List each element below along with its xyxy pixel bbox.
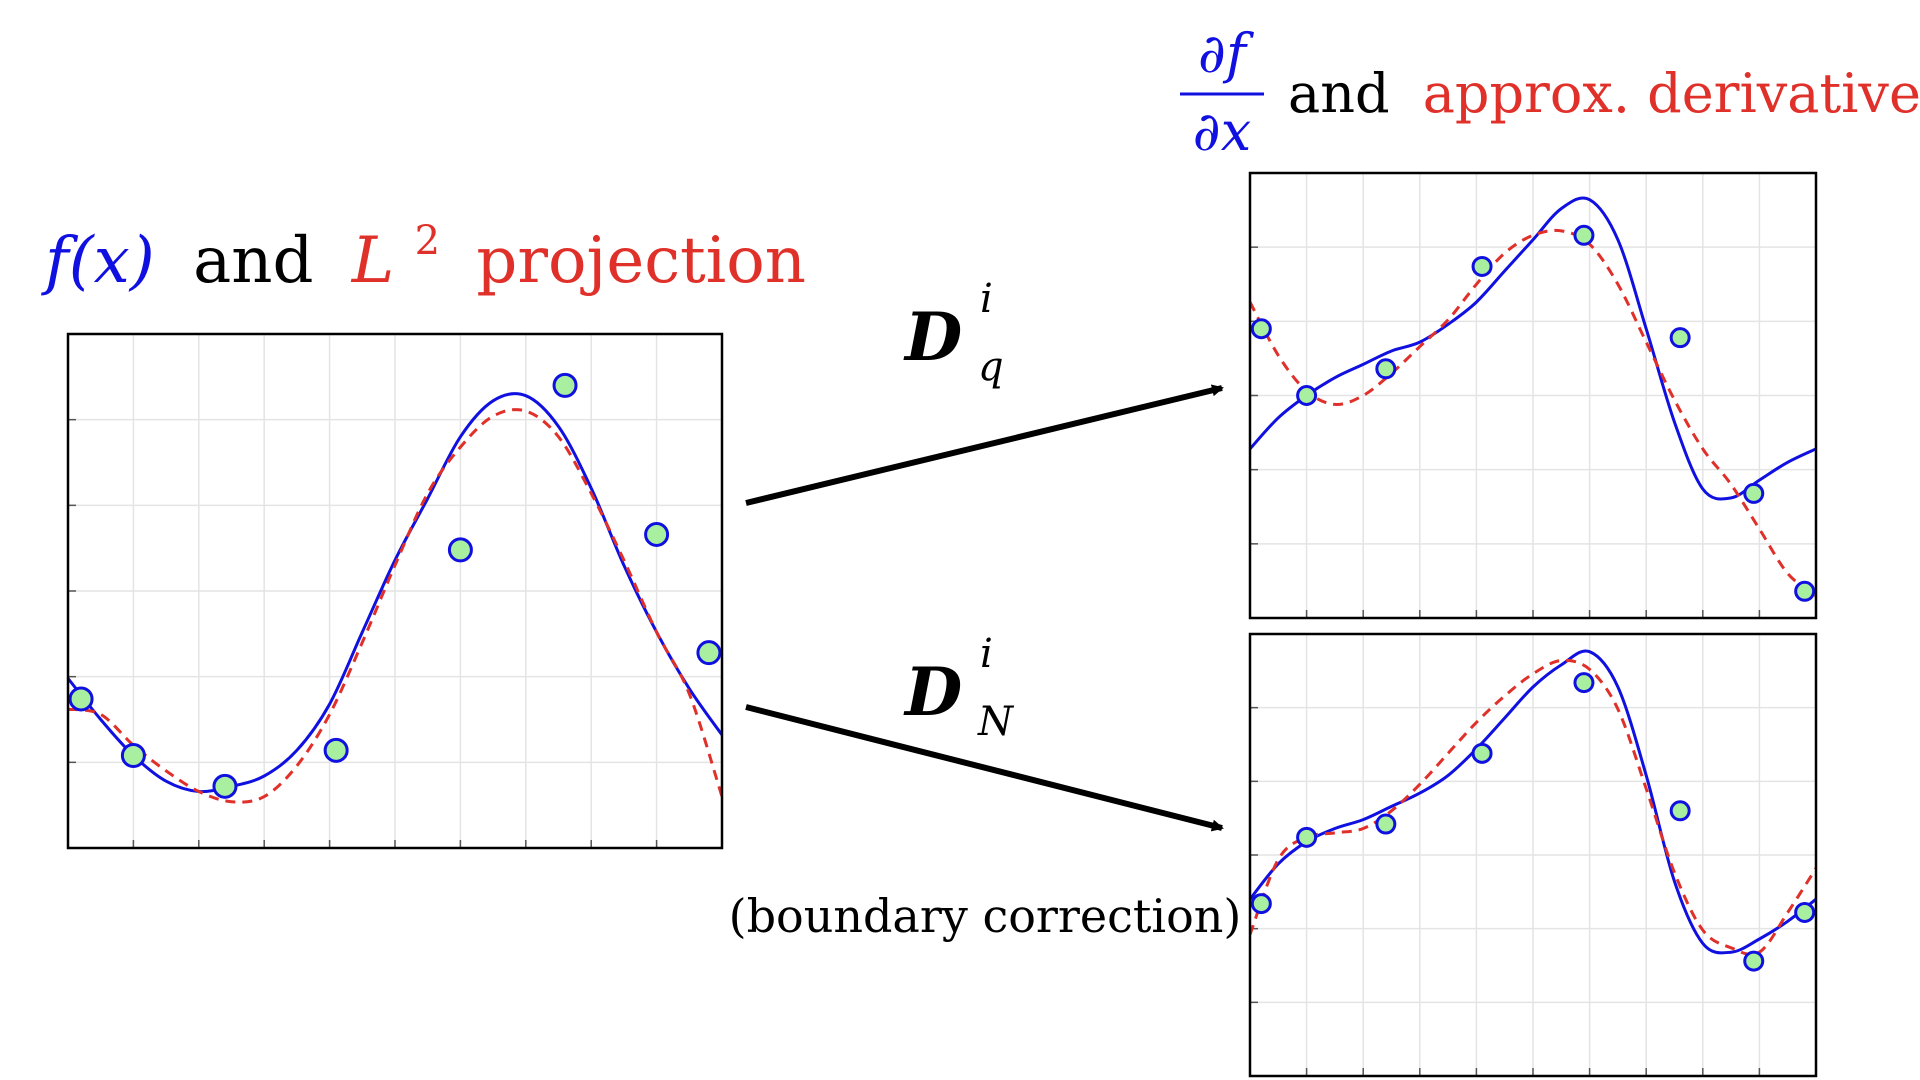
quadrature-node xyxy=(1296,826,1318,848)
operator-top-sub: q xyxy=(978,344,1004,390)
quadrature-node xyxy=(1669,327,1691,349)
quadrature-node xyxy=(1375,358,1397,380)
plot-area xyxy=(68,392,722,804)
left-title: f(x) and L 2 projection xyxy=(41,196,806,298)
quadrature-node xyxy=(1375,813,1397,835)
operator-bottom-base: D xyxy=(903,653,962,731)
exact-curve xyxy=(1250,649,1816,955)
quadrature-node xyxy=(68,686,94,712)
left-title-projection: projection xyxy=(476,224,806,298)
quadrature-node xyxy=(120,742,146,768)
quadrature-node xyxy=(1573,672,1595,694)
plot-area xyxy=(1250,649,1816,957)
quadrature-node xyxy=(1471,255,1493,277)
right-title-numerator: ∂f xyxy=(1198,22,1254,85)
right-title: ∂f ∂x and approx. derivative xyxy=(1180,22,1920,163)
plot-frame xyxy=(1248,171,1818,620)
quadrature-node xyxy=(447,537,473,563)
arrow-to-top-panel xyxy=(745,384,1224,506)
right-title-approx: approx. derivative xyxy=(1423,62,1920,125)
quadrature-node xyxy=(1296,385,1318,406)
quadrature-node xyxy=(552,372,578,398)
plot-derivative-dn xyxy=(1248,632,1818,1078)
quadrature-node xyxy=(1573,224,1595,246)
boundary-correction-note: (boundary correction) xyxy=(729,889,1242,943)
operator-top: D i q xyxy=(903,276,1004,390)
plot-function-and-projection xyxy=(66,332,724,850)
left-title-l-sup: 2 xyxy=(415,218,440,264)
left-title-and: and xyxy=(193,224,313,298)
quadrature-node xyxy=(1669,800,1691,822)
quadrature-node xyxy=(323,737,349,763)
approx-curve xyxy=(68,408,722,804)
approx-curve xyxy=(1250,658,1816,957)
quadrature-node xyxy=(212,773,238,799)
quadrature-node xyxy=(1743,950,1765,972)
quadrature-node xyxy=(1794,901,1816,923)
right-title-and: and xyxy=(1288,62,1390,125)
plot-area xyxy=(1250,196,1816,597)
plot-frame xyxy=(1248,632,1818,1078)
operator-bottom-sup: i xyxy=(980,631,993,677)
quadrature-node xyxy=(1250,318,1272,340)
quadrature-node xyxy=(1250,893,1272,915)
plot-derivative-dq xyxy=(1248,171,1818,620)
left-title-l: L xyxy=(351,224,395,298)
operator-bottom: D i N xyxy=(903,631,1015,745)
plot-frame xyxy=(66,332,724,850)
quadrature-node xyxy=(1471,742,1493,764)
quadrature-node xyxy=(696,640,722,666)
arrow-to-bottom-panel xyxy=(745,704,1224,832)
quadrature-node xyxy=(1743,482,1765,504)
right-title-text: and approx. derivative xyxy=(1288,62,1920,125)
right-title-denominator: ∂x xyxy=(1193,100,1251,163)
left-title-fx: f(x) xyxy=(41,224,155,298)
quadrature-node xyxy=(644,521,670,547)
operator-top-sup: i xyxy=(980,276,993,322)
operator-top-base: D xyxy=(903,298,962,376)
operator-bottom-sub: N xyxy=(977,699,1015,745)
quadrature-node xyxy=(1794,580,1816,602)
